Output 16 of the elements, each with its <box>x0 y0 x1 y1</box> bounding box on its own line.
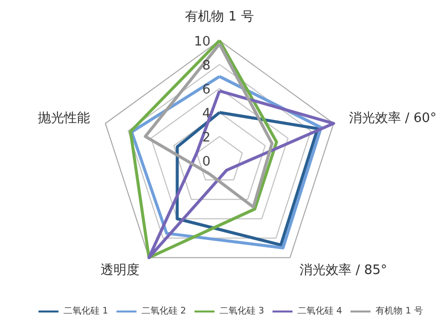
y-tick-label: 8 <box>202 58 211 74</box>
legend-label: 二氧化硅 2 <box>142 306 186 316</box>
spoke-label: 有机物 1 号 <box>185 10 254 24</box>
y-tick-label: 6 <box>202 82 211 98</box>
y-tick-label: 4 <box>202 106 211 122</box>
legend-label: 二氧化硅 4 <box>298 306 342 316</box>
y-tick-label: 2 <box>202 130 211 146</box>
spoke-label: 透明度 <box>100 262 140 278</box>
y-tick-label: 10 <box>194 34 211 50</box>
y-tick-label: 0 <box>202 154 211 170</box>
spoke-label: 消光效率 / 85° <box>299 262 388 278</box>
legend-label: 二氧化硅 1 <box>64 306 108 316</box>
spoke-label: 消光效率 / 60° <box>348 110 437 126</box>
spoke-label: 抛光性能 <box>38 110 90 126</box>
legend-label: 二氧化硅 3 <box>220 306 264 316</box>
legend-label: 有机物 1 号 <box>376 306 423 316</box>
